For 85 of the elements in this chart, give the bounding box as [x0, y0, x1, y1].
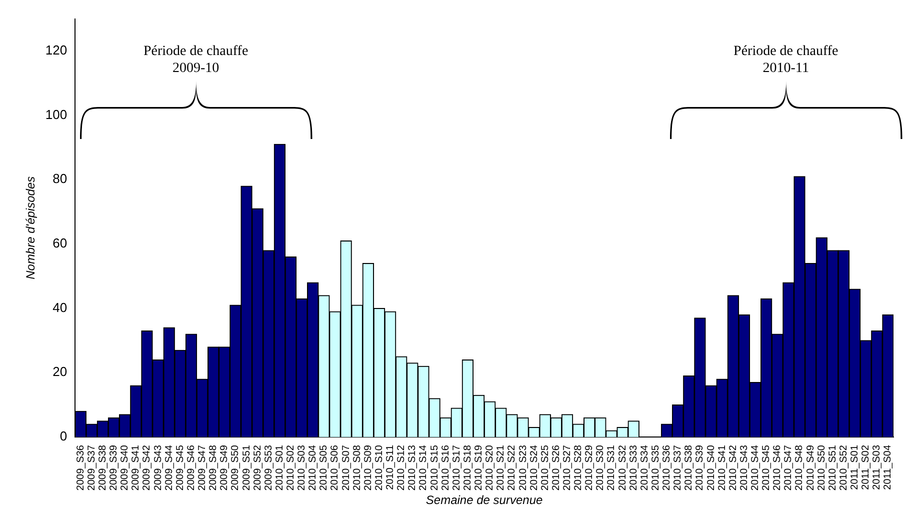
x-tick-label: 2010_S43: [738, 444, 750, 491]
y-tick-label: 40: [52, 300, 68, 315]
x-tick-label: 2010_S23: [518, 444, 529, 491]
x-tick-label: 2010_S46: [772, 444, 784, 491]
x-tick-label: 2010_S28: [573, 444, 584, 491]
x-tick-label: 2010_S47: [783, 444, 794, 491]
x-tick-label: 2011_S03: [872, 444, 883, 490]
x-tick-label: 2009_S49: [219, 444, 230, 491]
x-tick-label: 2010_S30: [595, 444, 606, 491]
x-tick-label: 2010_S32: [617, 444, 628, 491]
annotation: Période de chauffe 2010-11: [734, 44, 838, 76]
y-tick-label: 80: [52, 171, 68, 186]
x-tick-label: 2010_S31: [606, 444, 618, 491]
x-tick-label: 2009_S41: [130, 444, 142, 491]
x-tick-label: 2010_S48: [794, 444, 806, 491]
x-tick-label: 2010_S15: [429, 444, 440, 491]
x-tick-label: 2010_S20: [484, 444, 496, 491]
x-tick-label: 2010_S29: [584, 444, 596, 491]
x-tick-label: 2010_S21: [496, 444, 507, 491]
x-tick-label: 2009_S42: [142, 444, 153, 491]
x-tick-label: 2010_S18: [462, 444, 474, 491]
x-tick-label: 2009_S51: [241, 444, 252, 491]
x-tick-label: 2010_S26: [550, 444, 562, 491]
x-tick-label: 2010_S12: [396, 444, 408, 491]
x-tick-label: 2010_S36: [662, 444, 673, 491]
x-tick-label: 2010_S25: [540, 444, 551, 491]
x-tick-label: 2010_S01: [274, 444, 286, 491]
x-tick-label: 2010_S13: [407, 444, 418, 491]
x-tick-label: 2010_S49: [805, 444, 816, 491]
x-tick-label: 2011_S02: [860, 444, 872, 490]
x-tick-label: 2009_S48: [208, 444, 220, 491]
x-tick-label: 2010_S35: [650, 444, 662, 491]
x-tick-label: 2010_S39: [694, 444, 706, 491]
x-tick-label: 2009_S53: [263, 444, 274, 491]
x-tick-label: 2009_S36: [75, 444, 86, 491]
x-tick-label: 2010_S37: [672, 444, 684, 491]
y-tick-label: 120: [45, 42, 68, 58]
x-tick-label: 2010_S10: [374, 444, 385, 491]
x-tick-label: 2009_S50: [230, 444, 242, 491]
y-axis-title: Nombre d'épisodes: [24, 176, 38, 280]
x-tick-label: 2011_S01: [850, 444, 861, 490]
x-tick-label: 2010_S07: [340, 444, 352, 491]
x-tick-label: 2009_S38: [97, 444, 108, 491]
y-tick-label: 0: [60, 428, 68, 444]
x-tick-label: 2010_S51: [827, 444, 838, 491]
x-tick-label: 2010_S50: [816, 444, 828, 491]
x-tick-label: 2009_S46: [186, 444, 197, 491]
x-tick-label: 2009_S45: [174, 444, 186, 491]
x-tick-label: 2010_S04: [308, 444, 319, 491]
x-tick-label: 2009_S40: [120, 444, 131, 491]
y-tick-label: 60: [52, 236, 68, 251]
x-tick-label: 2009_S47: [197, 444, 208, 491]
x-axis-title: Semaine de survenue: [426, 493, 543, 508]
x-tick-label: 2010_S33: [628, 444, 640, 491]
x-tick-label: 2010_S52: [838, 444, 850, 491]
x-tick-label: 2010_S11: [385, 444, 396, 490]
y-tick-label: 100: [45, 106, 68, 122]
x-tick-label: 2009_S37: [86, 444, 98, 491]
x-tick-label: 2010_S05: [318, 444, 330, 491]
x-tick-label: 2010_S24: [528, 444, 540, 491]
x-tick-label: 2010_S45: [761, 444, 772, 491]
x-tick-label: 2010_S44: [750, 444, 762, 491]
x-tick-label: 2010_S41: [716, 444, 728, 491]
annotation: Période de chauffe 2009-10: [143, 44, 248, 76]
x-tick-label: 2010_S22: [506, 444, 518, 491]
x-tick-label: 2010_S06: [330, 444, 341, 491]
x-tick-label: 2010_S19: [474, 444, 485, 491]
x-tick-label: 2009_S39: [108, 444, 120, 491]
x-tick-label: 2010_S38: [684, 444, 695, 491]
x-tick-label: 2010_S27: [562, 444, 573, 491]
x-tick-label: 2010_S40: [706, 444, 717, 491]
x-tick-label: 2010_S03: [296, 444, 308, 491]
x-tick-label: 2009_S44: [164, 444, 175, 491]
y-tick-label: 20: [52, 364, 68, 380]
x-tick-label: 2010_S17: [451, 444, 462, 491]
x-tick-label: 2010_S14: [418, 444, 430, 491]
x-tick-label: 2010_S42: [728, 444, 739, 491]
x-tick-label: 2009_S52: [252, 444, 264, 491]
x-tick-label: 2009_S43: [152, 444, 164, 491]
x-tick-label: 2010_S09: [362, 444, 374, 491]
x-tick-label: 2011_S04: [882, 444, 894, 490]
x-tick-label: 2010_S34: [639, 444, 650, 491]
x-tick-label: 2010_S16: [440, 444, 452, 491]
x-tick-label: 2010_S02: [286, 444, 297, 491]
x-tick-label: 2010_S08: [352, 444, 363, 491]
